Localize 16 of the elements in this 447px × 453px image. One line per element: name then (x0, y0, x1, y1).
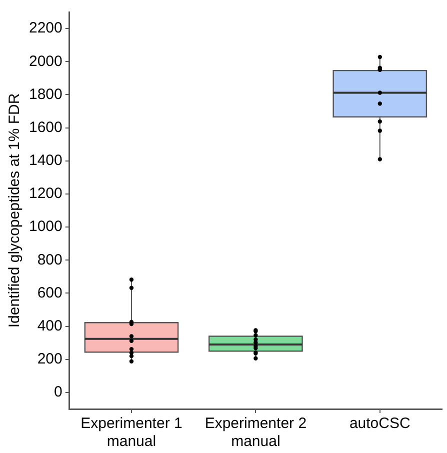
y-axis-title: Identified glycopeptides at 1% FDR (6, 93, 24, 328)
y-tick-label: 600 (37, 284, 62, 302)
y-tick-label: 0 (54, 384, 62, 401)
y-tick-label: 1200 (28, 185, 62, 202)
y-tick-label: 2000 (28, 52, 62, 70)
y-tick-label: 2200 (28, 20, 62, 37)
y-tick-label: 1000 (28, 218, 62, 236)
x-tick-label: Experimenter 1 manual (80, 415, 182, 450)
y-tick-label: 1800 (28, 86, 62, 103)
y-tick-label: 1600 (28, 118, 62, 136)
y-tick-label: 200 (37, 350, 62, 368)
x-tick-label: Experimenter 2 manual (204, 415, 307, 450)
y-tick-label: 400 (37, 317, 62, 334)
y-tick-label: 1400 (28, 152, 62, 170)
y-tick-label: 800 (37, 251, 62, 268)
x-tick-label: autoCSC (349, 415, 410, 432)
